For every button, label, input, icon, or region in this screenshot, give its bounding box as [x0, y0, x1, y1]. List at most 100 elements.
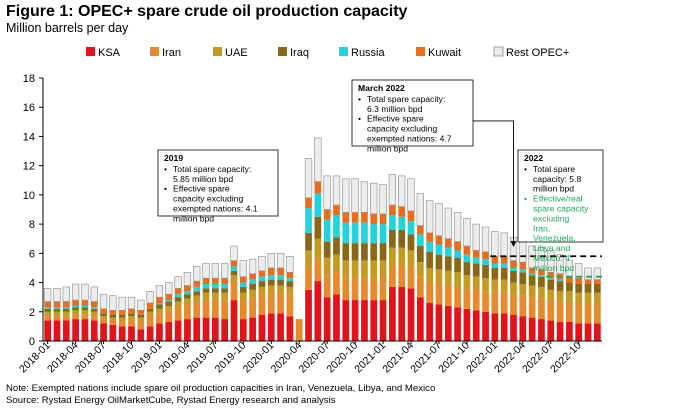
bar-segment-uae	[165, 305, 173, 311]
bar-segment-uae	[118, 317, 126, 321]
bar-segment-iraq	[258, 281, 266, 287]
bar-segment-russia	[519, 269, 527, 273]
bar-segment-iran	[212, 300, 219, 318]
bar-segment-kuwait	[230, 260, 238, 267]
bar-segment-ksa	[53, 320, 61, 341]
bar-segment-iraq	[118, 314, 126, 318]
y-tick-label: 8	[29, 219, 35, 231]
bar-segment-kuwait	[165, 294, 173, 301]
bar-segment-ksa	[416, 297, 424, 341]
bar-segment-iran	[528, 297, 536, 318]
bar-segment-iraq	[435, 254, 443, 270]
legend-label-iran: Iran	[162, 47, 181, 59]
y-tick-label: 10	[23, 190, 35, 202]
bar-segment-uae	[491, 279, 499, 293]
bar-segment-rest-opec-	[127, 296, 136, 310]
legend-swatch-iran	[150, 47, 159, 56]
bar-segment-iran	[482, 291, 489, 312]
bar-segment-iran	[472, 289, 480, 311]
bar-segment-iraq	[314, 216, 322, 239]
bar-segment-iran	[267, 292, 275, 314]
bar-segment-uae	[277, 285, 284, 293]
bar-segment-russia	[416, 234, 424, 247]
bar-segment-russia	[454, 250, 461, 258]
bar-segment-ksa	[575, 323, 583, 341]
legend-swatch-russia	[339, 47, 348, 56]
bar-segment-uae	[193, 295, 201, 302]
bar-segment-rest-opec-	[444, 207, 452, 240]
bar-segment-kuwait	[202, 278, 210, 285]
bar-segment-uae	[361, 260, 368, 279]
bar-segment-russia	[361, 222, 368, 244]
bar-segment-uae	[426, 267, 433, 283]
bar-segment-rest-opec-	[472, 223, 480, 251]
bar-segment-iraq	[62, 308, 70, 312]
bar-segment-iran	[342, 278, 350, 301]
bar-segment-ksa	[584, 323, 592, 341]
bar-segment-russia	[202, 284, 210, 289]
bar-segment-rest-opec-	[407, 178, 415, 212]
bar-segment-rest-opec-	[435, 203, 443, 237]
bar-segment-kuwait	[407, 210, 415, 222]
legend-label-kuwait: Kuwait	[428, 47, 461, 59]
bar-segment-uae	[593, 292, 601, 304]
bar-segment-kuwait	[314, 181, 322, 194]
bar-segment-iraq	[193, 291, 201, 296]
bar-segment-ksa	[519, 316, 527, 341]
bar-segment-kuwait	[193, 281, 201, 287]
bar-segment-kuwait	[482, 251, 489, 260]
bar-segment-rest-opec-	[109, 295, 117, 311]
bar-segment-uae	[100, 316, 107, 320]
bar-segment-uae	[323, 257, 331, 276]
bar-segment-kuwait	[454, 241, 461, 251]
bar-segment-russia	[500, 263, 508, 268]
bar-segment-kuwait	[435, 235, 443, 245]
note-exempted-nations: Note: Exempted nations include spare oil…	[6, 383, 436, 394]
bar-segment-iraq	[249, 284, 256, 290]
bar-segment-iran	[72, 314, 79, 320]
bar-segment-kuwait	[333, 205, 340, 216]
bar-segment-ksa	[333, 294, 340, 341]
bar-segment-russia	[239, 282, 247, 287]
bar-segment-iran	[519, 295, 527, 317]
bar-segment-rest-opec-	[379, 184, 387, 215]
bar-segment-kuwait	[221, 278, 229, 285]
bar-segment-uae	[351, 260, 359, 279]
bar-segment-iran	[444, 285, 452, 306]
bar-segment-rest-opec-	[211, 263, 220, 279]
bar-segment-uae	[44, 311, 52, 317]
bar-segment-kuwait	[426, 232, 433, 242]
bar-segment-uae	[90, 311, 98, 317]
chart-subtitle: Million barrels per day	[6, 21, 129, 35]
bar-segment-iraq	[212, 288, 219, 293]
bar-segment-uae	[184, 298, 191, 305]
bar-segment-iraq	[165, 301, 173, 306]
bar-segment-russia	[547, 278, 555, 280]
bar-segment-ksa	[361, 300, 368, 341]
bar-segment-uae	[398, 247, 406, 266]
bar-segment-kuwait	[239, 276, 247, 283]
bar-segment-iran	[510, 294, 517, 315]
bar-segment-uae	[472, 276, 480, 290]
bar-segment-iran	[90, 316, 98, 321]
y-tick-label: 12	[23, 161, 35, 173]
bar-segment-iran	[295, 319, 303, 341]
bar-segment-iraq	[519, 272, 527, 285]
bar-segment-kuwait	[258, 270, 266, 277]
bar-segment-ksa	[202, 317, 210, 341]
annotation-2022-bullet-2: Effective/real spare capacity excluding Ira…	[533, 194, 589, 273]
bar-segment-iraq	[472, 263, 480, 277]
bar-segment-uae	[128, 316, 135, 320]
bar-segment-kuwait	[118, 310, 126, 315]
bar-segment-uae	[146, 311, 154, 317]
bar-segment-iran	[202, 300, 210, 318]
bar-segment-rest-opec-	[248, 258, 257, 275]
bar-segment-kuwait	[184, 285, 191, 292]
bar-segment-russia	[193, 286, 201, 292]
bar-segment-iran	[556, 301, 564, 323]
bar-segment-iran	[174, 307, 182, 321]
bar-segment-rest-opec-	[165, 282, 173, 295]
bar-segment-iraq	[416, 246, 424, 263]
bar-segment-russia	[258, 276, 266, 282]
bar-segment-uae	[379, 260, 387, 279]
